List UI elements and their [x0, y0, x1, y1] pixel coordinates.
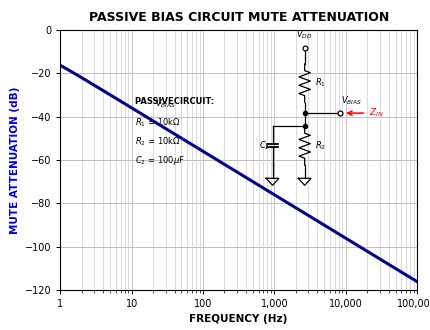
Text: $R_1$ = 10k$\Omega$: $R_1$ = 10k$\Omega$: [135, 116, 181, 129]
Title: PASSIVE BIAS CIRCUIT MUTE ATTENUATION: PASSIVE BIAS CIRCUIT MUTE ATTENUATION: [89, 11, 389, 24]
Text: $V_{DD}$: $V_{DD}$: [296, 29, 313, 42]
Text: $V_{BIAS}$: $V_{BIAS}$: [341, 94, 362, 107]
Text: $V_{BIAS}$: $V_{BIAS}$: [156, 97, 177, 110]
Text: PASSIVE: PASSIVE: [135, 97, 177, 107]
Text: $R_1$: $R_1$: [315, 77, 326, 89]
Text: $Z_{IN}$: $Z_{IN}$: [369, 107, 384, 119]
X-axis label: FREQUENCY (Hz): FREQUENCY (Hz): [190, 314, 288, 324]
Text: CIRCUIT:: CIRCUIT:: [171, 97, 214, 107]
Text: $R_2$ = 10k$\Omega$: $R_2$ = 10k$\Omega$: [135, 135, 181, 148]
Y-axis label: MUTE ATTENUATION (dB): MUTE ATTENUATION (dB): [10, 86, 20, 234]
Text: $R_2$: $R_2$: [315, 140, 326, 152]
Text: $C_2$: $C_2$: [259, 140, 270, 152]
Text: $C_2$ = 100$\mu$F: $C_2$ = 100$\mu$F: [135, 154, 185, 167]
